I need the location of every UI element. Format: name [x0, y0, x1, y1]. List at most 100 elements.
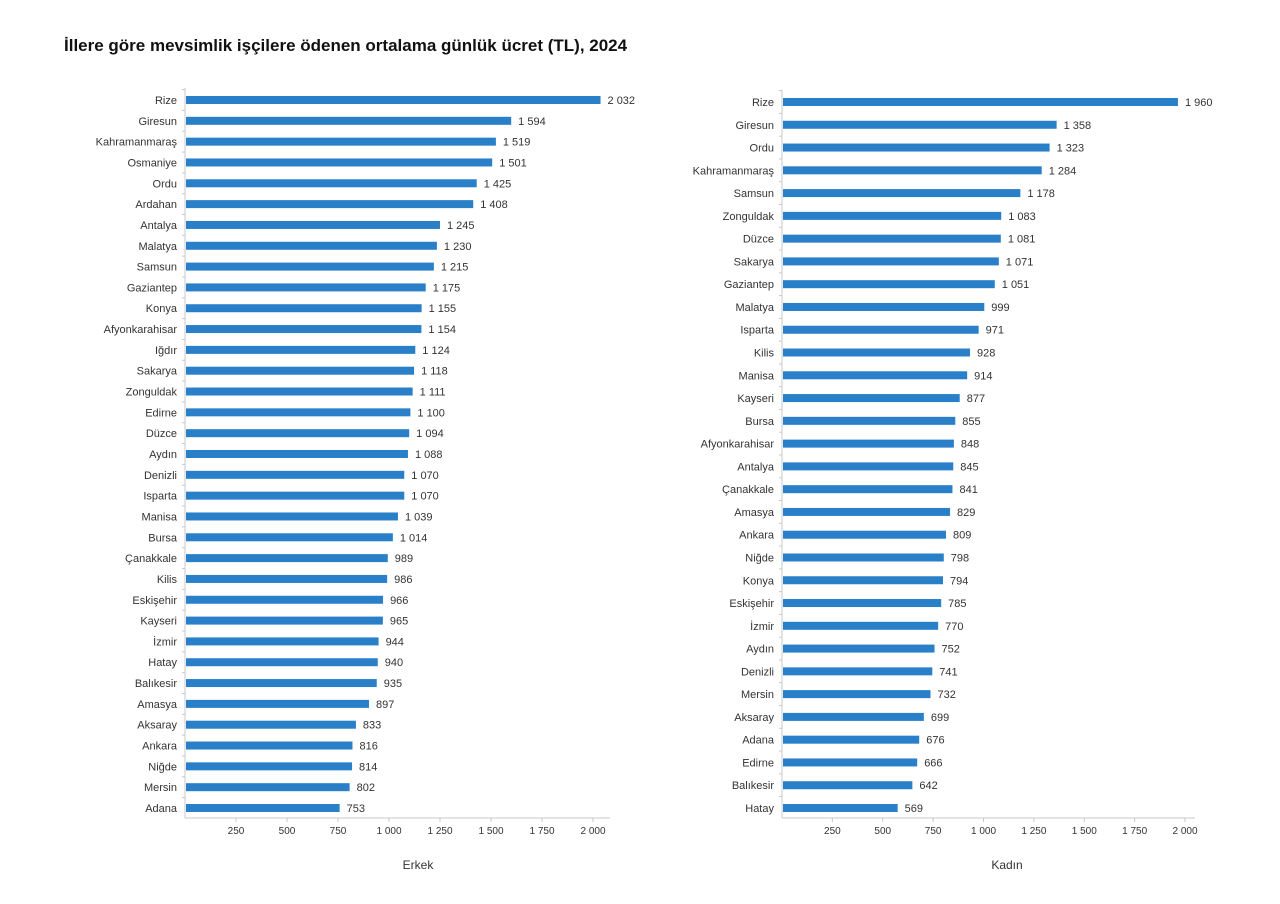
bar — [783, 644, 935, 653]
data-label: 753 — [347, 803, 365, 815]
data-label: 794 — [950, 575, 968, 587]
chart-kadin: Rize 1 960 Giresun 1 358 Ordu 1 323 Kahramanma… — [693, 90, 1213, 872]
category-label: Kahramanmaraş — [693, 165, 775, 177]
bar — [783, 758, 918, 767]
category-label: Ordu — [750, 143, 774, 155]
bar — [783, 804, 898, 812]
data-label: 785 — [948, 598, 966, 610]
data-label: 965 — [390, 616, 408, 628]
data-label: 1 051 — [1002, 279, 1030, 291]
bar — [783, 348, 970, 357]
data-label: 833 — [363, 720, 381, 732]
category-label: Adana — [145, 803, 178, 815]
category-label: Hatay — [148, 657, 177, 669]
bar — [783, 143, 1050, 152]
category-label: Amasya — [734, 507, 775, 519]
data-label: 798 — [951, 552, 969, 564]
category-label: Isparta — [740, 325, 775, 337]
data-label: 732 — [937, 689, 955, 701]
data-label: 809 — [953, 530, 971, 542]
data-label: 666 — [924, 757, 942, 769]
bar — [783, 735, 920, 744]
bar — [783, 416, 956, 425]
data-label: 1 960 — [1185, 97, 1213, 109]
bar — [186, 637, 379, 646]
category-label: Rize — [752, 97, 774, 109]
bar — [186, 408, 411, 417]
bar — [186, 554, 388, 563]
chart-erkek: Rize 2 032 Giresun 1 594 Kahramanmaraş 1 519 O… — [96, 88, 635, 872]
data-label: 1 039 — [405, 511, 433, 523]
category-label: Aksaray — [137, 720, 177, 732]
bar — [186, 533, 393, 542]
category-label: Antalya — [737, 461, 775, 473]
data-label: 1 245 — [447, 220, 475, 232]
category-label: Düzce — [743, 234, 774, 246]
category-label: Balıkesir — [135, 678, 178, 690]
category-label: Eskişehir — [729, 598, 774, 610]
data-label: 914 — [974, 370, 992, 382]
bar — [186, 512, 398, 521]
category-label: Ardahan — [135, 199, 177, 211]
x-tick-label: 750 — [925, 826, 942, 837]
category-label: Gaziantep — [127, 282, 177, 294]
category-label: Niğde — [745, 552, 774, 564]
data-label: 1 358 — [1064, 120, 1092, 132]
data-label: 752 — [942, 644, 960, 656]
data-label: 966 — [390, 595, 408, 607]
data-label: 816 — [359, 741, 377, 753]
category-label: Adana — [742, 735, 775, 747]
category-label: Sakarya — [137, 366, 178, 378]
x-tick-label: 500 — [279, 826, 296, 837]
data-label: 642 — [919, 780, 937, 792]
category-label: Kayseri — [737, 393, 774, 405]
category-label: Mersin — [741, 689, 774, 701]
data-label: 848 — [961, 439, 979, 451]
data-label: 1 081 — [1008, 234, 1036, 246]
category-label: Ordu — [153, 178, 177, 190]
data-label: 1 118 — [421, 366, 448, 378]
bar — [186, 200, 474, 209]
category-label: Konya — [743, 575, 775, 587]
x-tick-label: 1 750 — [1122, 826, 1147, 837]
data-label: 1 284 — [1049, 165, 1077, 177]
data-label: 1 014 — [400, 532, 428, 544]
bar — [186, 262, 434, 271]
category-label: Düzce — [146, 428, 177, 440]
category-label: İzmir — [153, 635, 177, 648]
category-label: Iğdır — [155, 345, 177, 357]
data-label: 971 — [986, 325, 1004, 337]
x-tick-label: 250 — [228, 826, 245, 837]
bar — [783, 302, 985, 311]
bar — [186, 804, 340, 812]
data-label: 989 — [395, 553, 413, 565]
data-label: 986 — [394, 574, 412, 586]
category-label: Balıkesir — [732, 780, 775, 792]
data-label: 1 094 — [416, 428, 444, 440]
category-label: Sakarya — [734, 256, 775, 268]
chart-title: İllere göre mevsimlik işçilere ödenen or… — [64, 36, 628, 55]
bar — [783, 234, 1001, 243]
data-label: 676 — [926, 735, 944, 747]
data-label: 1 155 — [429, 303, 457, 315]
x-tick-label: 1 500 — [478, 826, 503, 837]
bar — [783, 211, 1002, 220]
data-label: 814 — [359, 761, 377, 773]
category-label: Manisa — [142, 511, 178, 523]
category-label: Rize — [155, 95, 177, 107]
data-label: 1 088 — [415, 449, 443, 461]
data-label: 1 215 — [441, 262, 469, 274]
category-label: Bursa — [148, 532, 178, 544]
data-label: 1 071 — [1006, 256, 1034, 268]
bar — [186, 179, 477, 188]
data-label: 1 070 — [411, 470, 439, 482]
category-label: Malatya — [735, 302, 774, 314]
bar — [186, 450, 408, 458]
bar — [783, 667, 933, 676]
bar — [783, 325, 979, 334]
category-label: Edirne — [145, 407, 177, 419]
data-label: 1 178 — [1027, 188, 1055, 200]
category-label: Malatya — [138, 241, 177, 253]
bar — [186, 241, 437, 250]
bar — [186, 658, 378, 667]
